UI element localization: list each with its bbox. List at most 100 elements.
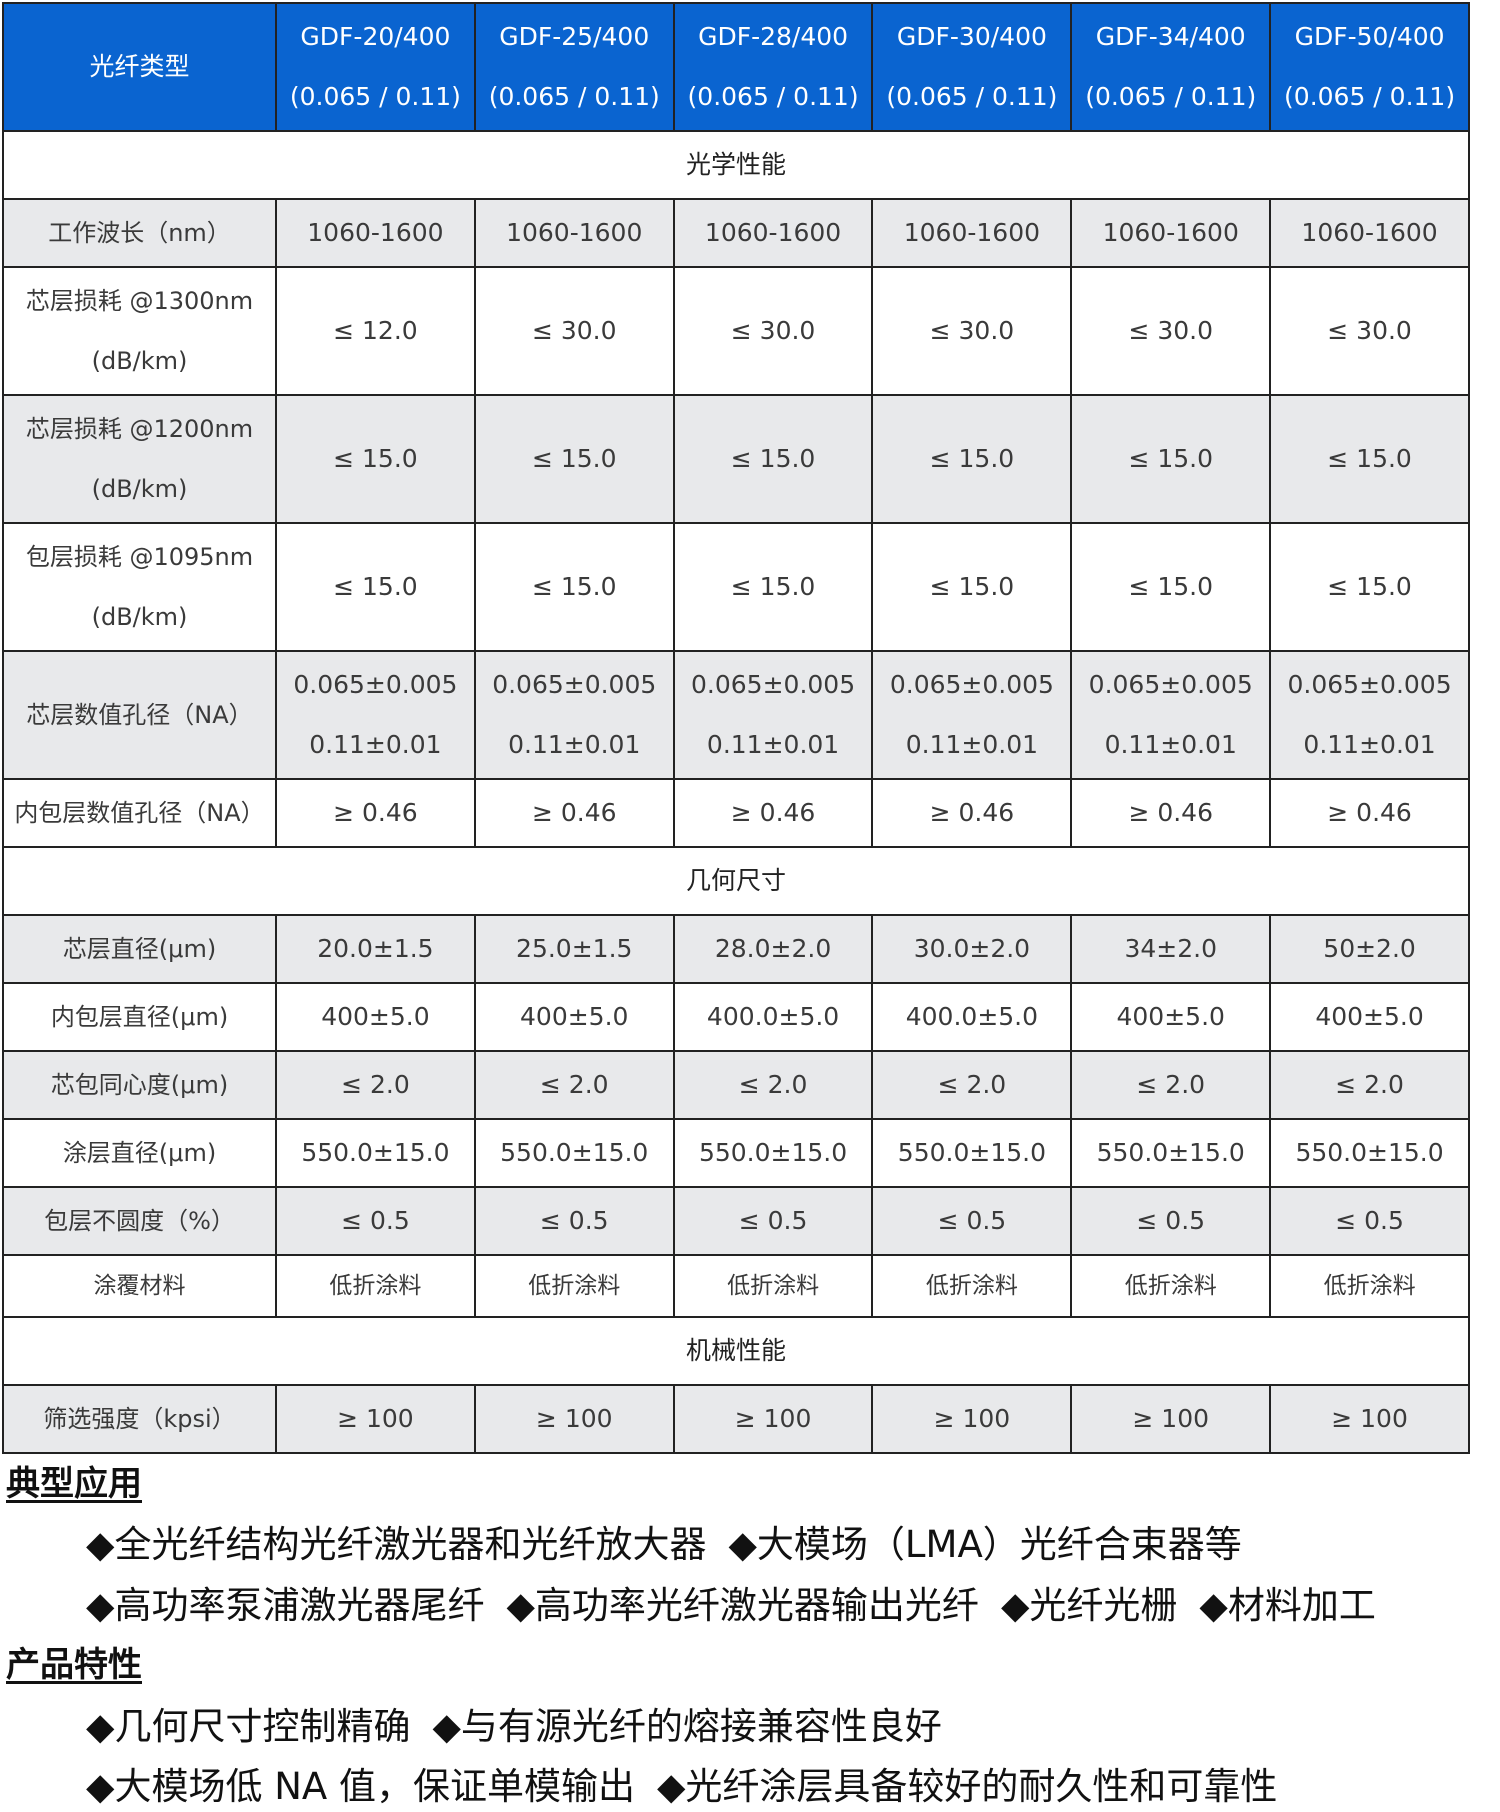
cell-line: (0.065 / 0.11) xyxy=(886,82,1058,111)
table-cell: 400.0±5.0 xyxy=(871,982,1073,1052)
table-cell: 1060-1600 xyxy=(275,198,476,268)
table-row-core_dia: 芯层直径(μm) 20.0±1.5 25.0±1.5 28.0±2.0 30.0±2.0… xyxy=(2,914,1470,984)
spec-table: 光纤类型 GDF-20/400 (0.065 / 0.11) GDF-25/400 (0… xyxy=(2,2,1470,1454)
table-cell: ≤ 2.0 xyxy=(1070,1050,1272,1120)
table-cell: ≥ 0.46 xyxy=(275,778,476,848)
table-cell: ≤ 30.0 xyxy=(672,266,874,396)
model-header: GDF-50/400 (0.065 / 0.11) xyxy=(1269,2,1470,132)
cell-line: (dB/km) xyxy=(91,603,188,631)
table-cell: ≤ 15.0 xyxy=(1269,522,1470,652)
table-cell: ≤ 30.0 xyxy=(473,266,675,396)
table-cell: ≤ 12.0 xyxy=(275,266,476,396)
model-header: GDF-28/400 (0.065 / 0.11) xyxy=(672,2,874,132)
table-cell: 1060-1600 xyxy=(1070,198,1272,268)
section-row-mechanical: 机械性能 xyxy=(2,1316,1470,1386)
cell-line: (dB/km) xyxy=(91,347,188,375)
table-cell: 50±2.0 xyxy=(1269,914,1470,984)
table-row-concentricity: 芯包同心度(μm) ≤ 2.0 ≤ 2.0 ≤ 2.0 ≤ 2.0 ≤ 2.0 ≤ 2.0 xyxy=(2,1050,1470,1120)
row-label: 涂层直径(μm) xyxy=(2,1118,277,1188)
cell-line: (0.065 / 0.11) xyxy=(687,82,859,111)
row-label: 工作波长（nm） xyxy=(2,198,277,268)
table-row-noncirc: 包层不圆度（%） ≤ 0.5 ≤ 0.5 ≤ 0.5 ≤ 0.5 ≤ 0.5 ≤ 0.5 xyxy=(2,1186,1470,1256)
cell-line: 0.11±0.01 xyxy=(1303,730,1436,759)
bullet-item: ◆材料加工 xyxy=(1199,1584,1376,1627)
features-heading: 产品特性 xyxy=(6,1645,142,1685)
table-cell: ≤ 15.0 xyxy=(672,522,874,652)
model-header: GDF-20/400 (0.065 / 0.11) xyxy=(275,2,476,132)
table-cell: ≤ 15.0 xyxy=(1070,522,1272,652)
row-label: 内包层数值孔径（NA） xyxy=(2,778,277,848)
table-cell: ≥ 0.46 xyxy=(1070,778,1272,848)
table-cell: 低折涂料 xyxy=(275,1254,476,1318)
table-cell: ≤ 30.0 xyxy=(871,266,1073,396)
bullet-item: ◆高功率光纤激光器输出光纤 xyxy=(506,1584,979,1627)
table-cell: 550.0±15.0 xyxy=(1070,1118,1272,1188)
table-cell: ≤ 2.0 xyxy=(871,1050,1073,1120)
table-cell: ≥ 0.46 xyxy=(473,778,675,848)
cell-line: 0.065±0.005 xyxy=(1287,670,1452,699)
table-cell: ≤ 15.0 xyxy=(473,394,675,524)
table-cell: 0.065±0.005 0.11±0.01 xyxy=(1070,650,1272,780)
cell-line: GDF-30/400 xyxy=(896,22,1047,51)
table-cell: ≥ 100 xyxy=(1070,1384,1272,1454)
table-cell: ≤ 2.0 xyxy=(473,1050,675,1120)
bullet-item: ◆全光纤结构光纤激光器和光纤放大器 xyxy=(86,1523,707,1566)
table-cell: 550.0±15.0 xyxy=(275,1118,476,1188)
table-cell: ≤ 2.0 xyxy=(275,1050,476,1120)
row-label: 包层损耗 @1095nm (dB/km) xyxy=(2,522,277,652)
row-label: 芯包同心度(μm) xyxy=(2,1050,277,1120)
cell-line: 芯层损耗 @1300nm xyxy=(25,287,254,315)
cell-line: GDF-25/400 xyxy=(499,22,650,51)
cell-line: 0.065±0.005 xyxy=(1088,670,1253,699)
table-cell: 30.0±2.0 xyxy=(871,914,1073,984)
table-cell: ≤ 2.0 xyxy=(672,1050,874,1120)
table-cell: 0.065±0.005 0.11±0.01 xyxy=(871,650,1073,780)
section-title: 几何尺寸 xyxy=(2,846,1470,916)
section-title: 机械性能 xyxy=(2,1316,1470,1386)
row-label: 芯层损耗 @1300nm (dB/km) xyxy=(2,266,277,396)
table-cell: ≥ 100 xyxy=(672,1384,874,1454)
table-cell: 0.065±0.005 0.11±0.01 xyxy=(672,650,874,780)
table-cell: 1060-1600 xyxy=(871,198,1073,268)
cell-line: 包层损耗 @1095nm xyxy=(25,543,254,571)
table-cell: ≤ 15.0 xyxy=(1269,394,1470,524)
table-cell: ≤ 0.5 xyxy=(1070,1186,1272,1256)
cell-line: 0.065±0.005 xyxy=(691,670,856,699)
table-cell: ≥ 100 xyxy=(871,1384,1073,1454)
table-cell: 20.0±1.5 xyxy=(275,914,476,984)
cell-line: 0.065±0.005 xyxy=(293,670,458,699)
table-cell: ≥ 0.46 xyxy=(1269,778,1470,848)
cell-line: 0.065±0.005 xyxy=(492,670,657,699)
table-cell: 400±5.0 xyxy=(1269,982,1470,1052)
applications-line: ◆高功率泵浦激光器尾纤 ◆高功率光纤激光器输出光纤 ◆光纤光栅 ◆材料加工 xyxy=(86,1575,1398,1629)
table-cell: ≤ 15.0 xyxy=(672,394,874,524)
row-label: 涂覆材料 xyxy=(2,1254,277,1318)
table-cell: 低折涂料 xyxy=(672,1254,874,1318)
row-label: 芯层数值孔径（NA） xyxy=(2,650,277,780)
table-cell: ≤ 30.0 xyxy=(1269,266,1470,396)
table-cell: ≤ 15.0 xyxy=(1070,394,1272,524)
model-header: GDF-30/400 (0.065 / 0.11) xyxy=(871,2,1073,132)
table-cell: 400±5.0 xyxy=(1070,982,1272,1052)
table-cell: 低折涂料 xyxy=(871,1254,1073,1318)
cell-line: GDF-34/400 xyxy=(1095,22,1246,51)
cell-line: (dB/km) xyxy=(91,475,188,503)
cell-line: 0.11±0.01 xyxy=(1104,730,1237,759)
applications-line: ◆全光纤结构光纤激光器和光纤放大器 ◆大模场（LMA）光纤合束器等 xyxy=(86,1514,1264,1568)
table-row-loss1300: 芯层损耗 @1300nm (dB/km) ≤ 12.0 ≤ 30.0 ≤ 30.0 ≤ 3… xyxy=(2,266,1470,396)
table-cell: 28.0±2.0 xyxy=(672,914,874,984)
header-row: 光纤类型 GDF-20/400 (0.065 / 0.11) GDF-25/400 (0… xyxy=(2,2,1470,132)
table-cell: ≥ 100 xyxy=(275,1384,476,1454)
cell-line: (0.065 / 0.11) xyxy=(289,82,461,111)
bullet-item: ◆大模场低 NA 值，保证单模输出 xyxy=(86,1765,635,1808)
table-row-wavelength: 工作波长（nm） 1060-1600 1060-1600 1060-1600 1060-… xyxy=(2,198,1470,268)
model-header: GDF-34/400 (0.065 / 0.11) xyxy=(1070,2,1272,132)
table-cell: 1060-1600 xyxy=(672,198,874,268)
table-row-coating: 涂覆材料 低折涂料 低折涂料 低折涂料 低折涂料 低折涂料 低折涂料 xyxy=(2,1254,1470,1318)
table-cell: 低折涂料 xyxy=(1070,1254,1272,1318)
bullet-item: ◆大模场（LMA）光纤合束器等 xyxy=(728,1523,1242,1566)
table-row-loss1200: 芯层损耗 @1200nm (dB/km) ≤ 15.0 ≤ 15.0 ≤ 15.0 ≤ 1… xyxy=(2,394,1470,524)
cell-line: 芯层损耗 @1200nm xyxy=(25,415,254,443)
table-cell: ≤ 0.5 xyxy=(473,1186,675,1256)
table-cell: ≤ 0.5 xyxy=(275,1186,476,1256)
